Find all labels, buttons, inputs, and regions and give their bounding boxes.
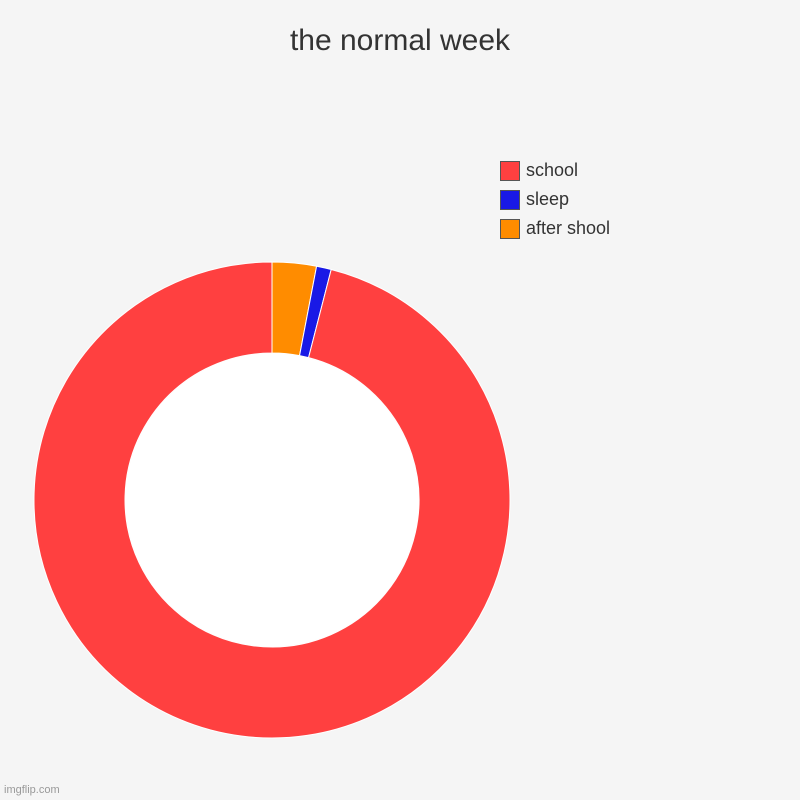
legend-label: after shool: [526, 218, 610, 239]
donut-chart: [32, 260, 512, 740]
chart-title: the normal week: [0, 24, 800, 58]
legend-item: sleep: [500, 189, 610, 210]
legend-swatch: [500, 190, 520, 210]
watermark: imgflip.com: [4, 784, 60, 796]
legend-item: school: [500, 160, 610, 181]
donut-hole: [126, 354, 419, 647]
legend-swatch: [500, 161, 520, 181]
legend: school sleep after shool: [500, 160, 610, 239]
legend-swatch: [500, 219, 520, 239]
legend-label: school: [526, 160, 578, 181]
legend-label: sleep: [526, 189, 569, 210]
legend-item: after shool: [500, 218, 610, 239]
